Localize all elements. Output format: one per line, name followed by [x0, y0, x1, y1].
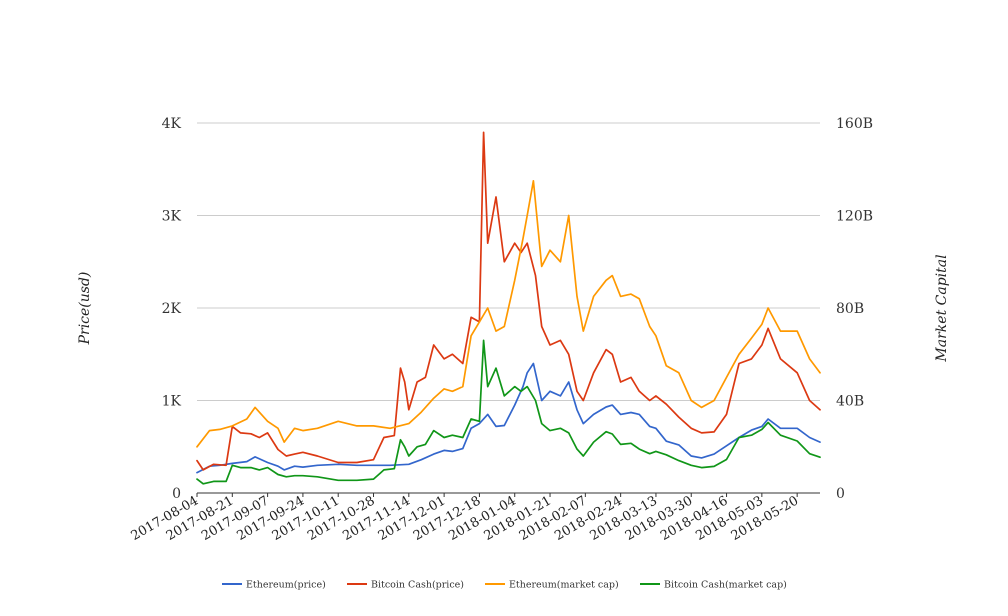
y-right-tick-label: 40B — [836, 394, 864, 410]
legend-item: Ethereum(market cap) — [485, 580, 619, 591]
series-line-bitcoin-cash-price — [196, 131, 821, 471]
legend-item: Bitcoin Cash(market cap) — [640, 580, 787, 591]
series-line-ethereum-market-cap — [196, 179, 821, 448]
y-right-tick-label: 0 — [836, 486, 845, 502]
right-y-axis: 0 40B 80B 120B 160B — [836, 116, 873, 502]
y-left-tick-label: 2K — [162, 301, 182, 317]
legend: Ethereum(price) Bitcoin Cash(price) Ethere… — [222, 580, 787, 591]
series-line-ethereum-price — [196, 362, 821, 474]
x-axis: 2017-08-042017-08-212017-09-072017-09-24… — [129, 493, 801, 544]
legend-item: Ethereum(price) — [222, 580, 326, 591]
y-left-tick-label: 4K — [162, 116, 182, 132]
legend-label: Ethereum(price) — [246, 580, 326, 591]
legend-label: Bitcoin Cash(market cap) — [664, 580, 787, 591]
y-right-tick-label: 120B — [836, 209, 873, 225]
y-right-tick-label: 160B — [836, 116, 873, 132]
y-axis-right-title: Market Capital — [934, 254, 950, 362]
left-y-axis: 0 1K 2K 3K 4K — [162, 116, 182, 502]
legend-item: Bitcoin Cash(price) — [347, 580, 464, 591]
series-line-bitcoin-cash-market-cap — [196, 339, 821, 485]
legend-label: Ethereum(market cap) — [509, 580, 619, 591]
y-left-tick-label: 1K — [162, 394, 182, 410]
y-left-tick-label: 3K — [162, 209, 182, 225]
series-lines — [196, 131, 821, 485]
legend-label: Bitcoin Cash(price) — [371, 580, 464, 591]
y-axis-left-title: Price(usd) — [77, 272, 93, 346]
y-right-tick-label: 80B — [836, 301, 864, 317]
y-left-tick-label: 0 — [172, 486, 181, 502]
